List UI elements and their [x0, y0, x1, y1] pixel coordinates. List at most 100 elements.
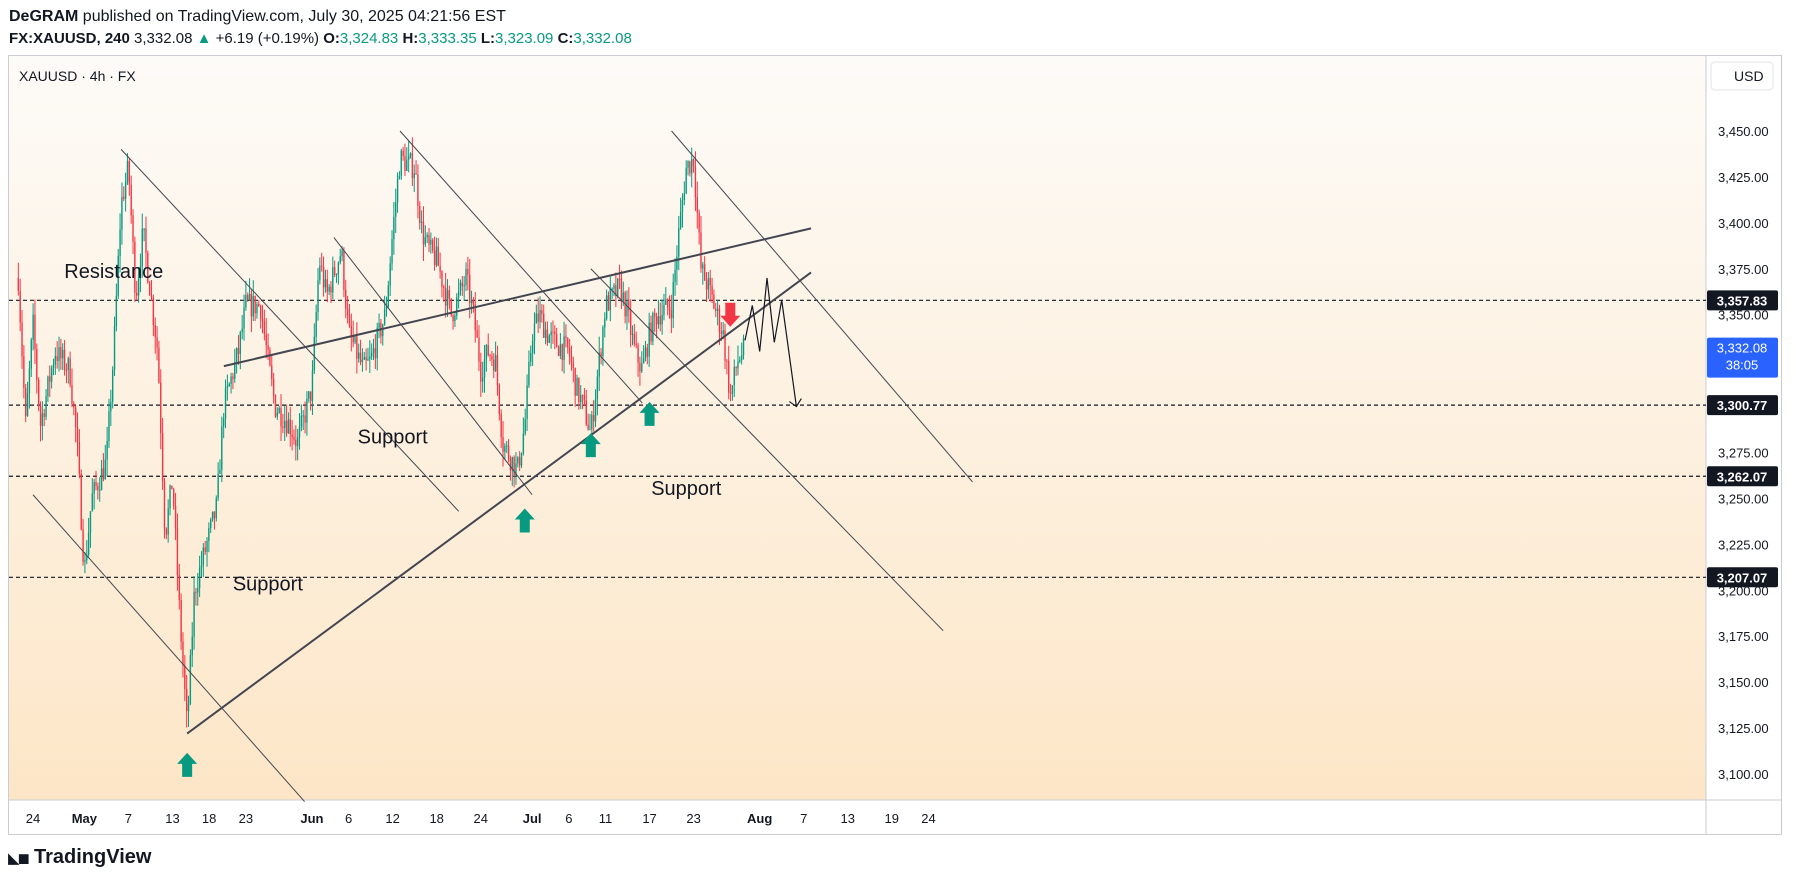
candle-body	[350, 325, 353, 337]
annotation-label[interactable]: Resistance	[64, 261, 163, 283]
candle-body	[563, 336, 565, 361]
candle-body	[211, 511, 214, 520]
candle-body	[89, 511, 92, 533]
candle-body	[330, 286, 332, 293]
channel-line[interactable]	[671, 130, 973, 483]
candle-body	[271, 365, 273, 380]
candle-body	[259, 306, 262, 319]
candle-body	[709, 278, 711, 286]
candle-body	[715, 308, 717, 311]
level-price-tag[interactable]	[1707, 395, 1778, 416]
candle-body	[476, 330, 478, 338]
candle-body	[404, 156, 406, 171]
channel-line[interactable]	[333, 237, 533, 496]
annotation-label[interactable]: Support	[651, 478, 721, 500]
candle-body	[463, 285, 465, 287]
candle-body	[97, 485, 99, 491]
x-tick-label: 6	[565, 811, 572, 826]
arrow-up-icon	[580, 433, 601, 458]
candle-body	[23, 356, 25, 388]
candle-body	[705, 280, 708, 290]
candle-body	[321, 265, 323, 267]
level-price-tag[interactable]	[1707, 290, 1778, 311]
candle-body	[572, 362, 575, 369]
candle-body	[319, 265, 321, 281]
tradingview-logo[interactable]: ◣◼ TradingView	[8, 846, 151, 869]
candle-body	[469, 274, 471, 304]
candle-body	[256, 304, 258, 314]
candle-body	[389, 263, 391, 286]
candle-body	[546, 329, 549, 343]
candle-body	[731, 385, 734, 394]
candle-body	[702, 264, 704, 269]
y-tick-label: 3,175.00	[1718, 629, 1769, 644]
candle-body	[356, 336, 358, 359]
candle-body	[184, 665, 186, 689]
candle-body	[576, 377, 578, 396]
annotation-label[interactable]: Support	[358, 426, 428, 448]
candle-body	[513, 457, 515, 476]
candle-body	[391, 239, 393, 264]
candle-body	[435, 246, 438, 266]
author-name[interactable]: DeGRAM	[9, 8, 79, 25]
channel-line[interactable]	[120, 149, 460, 512]
projection-arrowhead-icon	[789, 398, 802, 408]
price-change: +6.19 (+0.19%)	[215, 30, 320, 47]
tv-logo-icon: ◣◼	[8, 849, 30, 867]
candle-body	[63, 349, 66, 370]
candle-body	[387, 285, 390, 307]
open-label: O:	[323, 30, 340, 47]
candle-body	[648, 322, 650, 357]
candle-body	[145, 228, 147, 253]
channel-line[interactable]	[399, 130, 643, 404]
candle-body	[291, 434, 293, 437]
level-price-tag[interactable]	[1707, 567, 1778, 588]
candle-body	[37, 379, 40, 407]
candle-body	[348, 315, 351, 326]
candle-body	[204, 547, 206, 552]
level-price-tag[interactable]	[1707, 466, 1778, 487]
candle-body	[47, 376, 49, 397]
currency-button[interactable]	[1710, 61, 1774, 91]
candle-body	[339, 256, 341, 263]
candle-body	[128, 161, 131, 185]
candle-body	[230, 376, 232, 384]
candle-body	[243, 307, 245, 329]
candle-body	[609, 288, 612, 311]
plot-background	[9, 56, 1706, 800]
main-trendline[interactable]	[223, 227, 812, 368]
candle-body	[308, 391, 310, 399]
candle-body	[130, 184, 132, 216]
candle-body	[224, 388, 227, 419]
candle-body	[654, 313, 656, 317]
candle-body	[235, 348, 238, 363]
candle-body	[221, 426, 223, 470]
y-tick-label: 3,225.00	[1718, 537, 1769, 552]
candle-body	[74, 407, 77, 428]
candle-body	[126, 161, 129, 182]
channel-line[interactable]	[32, 494, 305, 802]
candle-body	[363, 357, 365, 360]
candle-body	[365, 357, 367, 361]
candle-body	[282, 426, 284, 428]
channel-line[interactable]	[590, 268, 944, 632]
candle-body	[443, 286, 445, 288]
candle-body	[52, 364, 55, 369]
candle-body	[432, 239, 434, 251]
candle-body	[67, 358, 69, 371]
annotation-label[interactable]: Support	[233, 573, 303, 595]
projection-path[interactable]	[744, 277, 797, 407]
candle-body	[82, 529, 84, 562]
candle-body	[700, 232, 702, 269]
candle-body	[456, 297, 458, 316]
candle-body	[289, 419, 291, 435]
main-trendline[interactable]	[186, 271, 812, 735]
candle-body	[383, 309, 386, 325]
current-price-tag[interactable]	[1707, 337, 1778, 378]
candle-body	[420, 221, 423, 223]
close-label: C:	[557, 30, 574, 47]
x-tick-label: 7	[125, 811, 132, 826]
candle-body	[419, 206, 421, 223]
candle-body	[592, 415, 595, 422]
